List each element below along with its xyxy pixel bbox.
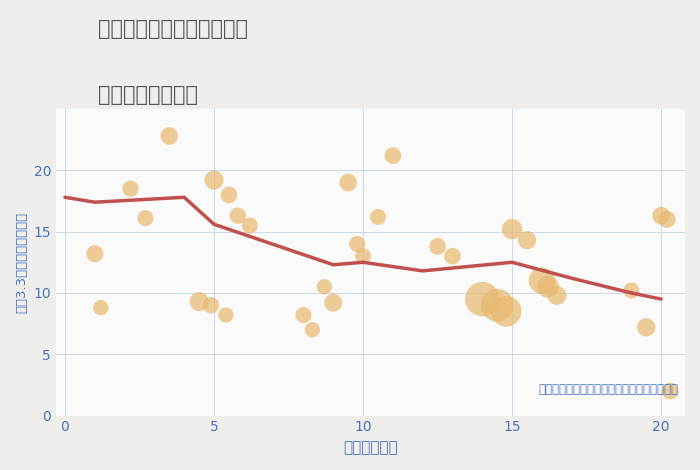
- Point: [432, 243, 443, 250]
- Text: 岐阜県羽島郡笠松町新町の: 岐阜県羽島郡笠松町新町の: [98, 19, 248, 39]
- Point: [500, 307, 512, 315]
- Point: [328, 299, 339, 306]
- Point: [507, 226, 518, 233]
- Point: [477, 295, 488, 303]
- Point: [387, 152, 398, 159]
- Point: [342, 179, 354, 186]
- Point: [125, 185, 136, 193]
- Point: [626, 287, 637, 294]
- Point: [551, 292, 562, 299]
- Point: [656, 212, 667, 219]
- Text: 駅距離別土地価格: 駅距離別土地価格: [98, 85, 198, 105]
- Point: [664, 387, 676, 395]
- Point: [522, 236, 533, 244]
- Point: [89, 250, 100, 258]
- Y-axis label: 坪（3.3㎡）単価（万円）: 坪（3.3㎡）単価（万円）: [15, 212, 28, 313]
- Point: [358, 252, 369, 260]
- Point: [223, 191, 235, 199]
- Point: [307, 326, 318, 334]
- Point: [298, 311, 309, 319]
- Point: [536, 277, 547, 284]
- Point: [491, 301, 503, 309]
- Point: [220, 311, 232, 319]
- Point: [244, 222, 256, 229]
- Point: [372, 213, 384, 221]
- Point: [164, 132, 175, 140]
- Point: [193, 298, 204, 306]
- Point: [542, 283, 554, 290]
- Point: [351, 240, 363, 248]
- Point: [662, 216, 673, 223]
- Point: [447, 252, 458, 260]
- Point: [318, 283, 330, 290]
- Point: [95, 304, 106, 312]
- Point: [232, 212, 244, 219]
- Point: [140, 214, 151, 222]
- Text: 円の大きさは、取引のあった物件面積を示す: 円の大きさは、取引のあった物件面積を示す: [539, 383, 679, 396]
- Point: [205, 301, 216, 309]
- X-axis label: 駅距離（分）: 駅距離（分）: [343, 440, 398, 455]
- Point: [640, 323, 652, 331]
- Point: [209, 176, 220, 184]
